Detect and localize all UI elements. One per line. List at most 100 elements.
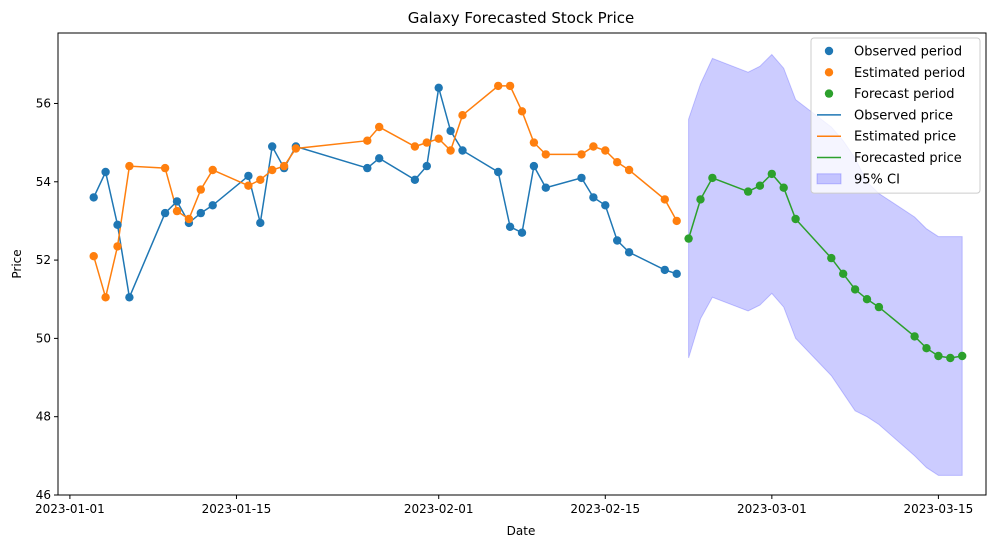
estimated-point: [375, 122, 384, 132]
forecast-point: [946, 353, 955, 363]
estimated-point: [589, 142, 598, 151]
y-axis-label: Price: [10, 249, 24, 278]
y-tick-label: 56: [36, 96, 51, 110]
observed-point: [244, 171, 253, 181]
observed-point: [517, 228, 527, 237]
observed-point: [672, 269, 681, 278]
observed-point: [89, 193, 98, 202]
estimated-point: [410, 142, 420, 151]
observed-point: [494, 167, 503, 177]
forecast-point: [874, 302, 884, 312]
observed-point: [624, 248, 634, 257]
observed-point: [446, 126, 455, 136]
estimated-point: [422, 138, 431, 147]
estimated-point: [660, 195, 669, 204]
forecast-point: [743, 187, 753, 196]
estimated-point: [279, 161, 289, 171]
y-axis: 46 48 50 52 54 56: [36, 96, 58, 502]
estimated-point: [268, 165, 277, 175]
forecast-point: [791, 214, 800, 224]
legend: Observed period Estimated period Forecast …: [810, 37, 981, 194]
estimated-point: [172, 206, 182, 216]
observed-point: [577, 173, 586, 183]
observed-point: [541, 183, 550, 192]
observed-point: [160, 208, 170, 218]
observed-point: [529, 161, 539, 171]
estimated-point: [256, 175, 265, 184]
forecast-point: [755, 181, 765, 190]
estimated-point: [184, 214, 194, 224]
observed-point: [125, 293, 134, 302]
estimated-point: [601, 146, 610, 155]
estimated-point: [494, 81, 503, 91]
x-axis-label: Date: [507, 524, 536, 538]
forecast-point: [708, 173, 717, 183]
y-tick-label: 48: [36, 410, 51, 424]
x-tick-label: 2023-02-01: [404, 502, 474, 516]
estimated-point: [125, 161, 134, 171]
estimated-point: [160, 163, 170, 173]
legend-box: [810, 37, 981, 194]
estimated-point: [113, 242, 122, 251]
forecast-point: [934, 351, 943, 361]
legend-95-ci-swatch: [816, 173, 842, 185]
estimated-point: [446, 146, 455, 155]
observed-point: [268, 142, 277, 151]
observed-point: [256, 218, 265, 228]
observed-point: [601, 201, 610, 210]
estimated-point: [517, 107, 527, 116]
y-tick-label: 54: [36, 175, 51, 189]
legend-estimated-price-label: Estimated price: [854, 130, 956, 145]
forecast-point: [910, 332, 919, 341]
forecast-point: [839, 269, 848, 278]
forecast-point: [922, 344, 931, 353]
plot-frame: [57, 32, 987, 496]
y-tick-label: 50: [36, 331, 51, 345]
observed-point: [101, 167, 110, 177]
y-tick-label: 52: [36, 253, 51, 267]
observed-point: [172, 197, 182, 206]
x-tick-label: 2023-03-15: [904, 502, 974, 516]
observed-point: [196, 208, 205, 218]
estimated-point: [434, 134, 443, 143]
forecast-point: [958, 351, 967, 361]
observed-point: [375, 154, 384, 163]
forecast-point: [850, 285, 860, 294]
forecast-point: [696, 195, 705, 204]
estimated-point: [101, 293, 110, 302]
x-tick-label: 2023-02-15: [570, 502, 640, 516]
series-points-layer: [89, 81, 967, 363]
observed-point: [422, 161, 431, 171]
estimated-point: [458, 111, 467, 120]
legend-observed-period-swatch: [824, 46, 834, 56]
observed-point: [434, 83, 443, 93]
estimated-point: [672, 216, 681, 226]
observed-point: [113, 220, 122, 229]
x-axis: 2023-01-01 2023-01-15 2023-02-01 2023-02-15…: [35, 495, 973, 516]
estimated-point: [613, 158, 622, 167]
estimated-point: [196, 185, 205, 194]
observed-price-line: [93, 87, 677, 300]
x-tick-label: 2023-03-01: [737, 502, 807, 516]
forecast-point: [767, 169, 776, 179]
estimated-point: [529, 138, 539, 147]
legend-95-ci-label: 95% CI: [854, 172, 900, 187]
observed-point: [458, 146, 467, 155]
x-tick-label: 2023-01-01: [35, 502, 105, 516]
observed-point: [505, 222, 515, 231]
legend-estimated-period-swatch: [824, 68, 834, 77]
legend-forecasted-price-label: Forecasted price: [854, 151, 962, 166]
observed-point: [613, 236, 622, 245]
estimated-point: [291, 144, 301, 153]
y-tick-label: 46: [36, 488, 51, 502]
observed-point: [208, 201, 217, 210]
forecast-point: [684, 234, 693, 243]
legend-forecast-period-label: Forecast period: [854, 87, 955, 102]
estimated-point: [89, 252, 98, 261]
legend-observed-price-label: Observed price: [854, 108, 953, 123]
estimated-point: [208, 165, 217, 175]
observed-point: [660, 265, 669, 275]
x-tick-label: 2023-01-15: [202, 502, 272, 516]
estimated-point: [624, 165, 634, 175]
